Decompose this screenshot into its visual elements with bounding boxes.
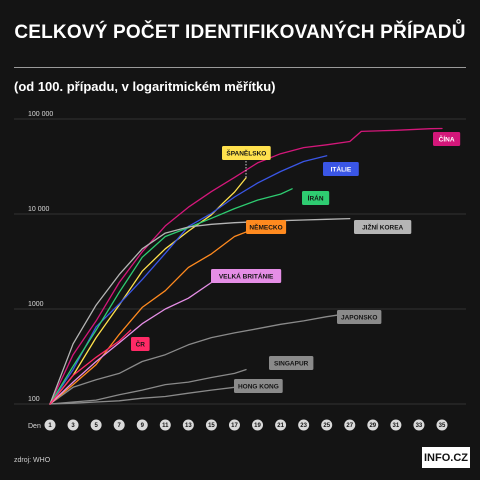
series-label-box xyxy=(131,337,150,351)
series-label: VELKÁ BRITÁNIE xyxy=(219,272,274,281)
title-divider xyxy=(14,67,466,68)
y-tick-label: 1000 xyxy=(28,301,44,308)
series-line xyxy=(49,329,132,405)
x-tick-label: 1 xyxy=(48,423,52,429)
x-tick-marker xyxy=(367,419,379,431)
series-line xyxy=(49,217,351,405)
series-label-box xyxy=(234,379,283,393)
x-tick-marker xyxy=(136,419,148,431)
x-tick-marker xyxy=(390,419,402,431)
x-tick-marker xyxy=(205,419,217,431)
chart-title: CELKOVÝ POČET IDENTIFIKOVANÝCH PŘÍPADŮ xyxy=(14,22,466,43)
source-note: zdroj: WHO xyxy=(14,457,51,464)
y-tick-label: 100 xyxy=(28,396,40,403)
x-tick-marker xyxy=(252,419,264,431)
x-tick-label: 11 xyxy=(162,423,169,429)
series-line xyxy=(49,281,213,405)
x-tick-marker xyxy=(182,419,194,431)
x-tick-label: 21 xyxy=(277,423,284,429)
series-line xyxy=(49,368,247,405)
x-tick-label: 13 xyxy=(185,423,192,429)
x-tick-label: 3 xyxy=(71,423,75,429)
x-axis-label: Den xyxy=(28,423,41,430)
x-tick-label: 31 xyxy=(393,423,400,429)
series-label: JAPONSKO xyxy=(341,315,377,322)
series-line xyxy=(49,221,270,405)
x-tick-label: 29 xyxy=(369,423,376,429)
series-label: ČÍNA xyxy=(439,135,455,144)
series-line xyxy=(49,127,443,405)
x-tick-marker xyxy=(298,419,310,431)
series-label-box xyxy=(433,132,461,146)
series-line xyxy=(49,177,247,405)
x-tick-marker xyxy=(159,419,171,431)
series-label-box xyxy=(323,162,359,176)
series-label: HONG KONG xyxy=(238,384,279,391)
series-label-box xyxy=(211,269,282,283)
x-tick-label: 27 xyxy=(346,423,353,429)
x-tick-label: 7 xyxy=(118,423,122,429)
x-tick-marker xyxy=(67,419,79,431)
series-label: ITÁLIE xyxy=(331,165,352,174)
x-tick-marker xyxy=(344,419,356,431)
x-tick-label: 25 xyxy=(323,423,330,429)
x-tick-label: 17 xyxy=(231,423,238,429)
x-tick-marker xyxy=(413,419,425,431)
series-label-box xyxy=(337,310,382,324)
x-tick-label: 15 xyxy=(208,423,215,429)
series-label: NĚMECKO xyxy=(249,223,282,232)
y-tick-label: 10 000 xyxy=(28,206,50,213)
x-tick-marker xyxy=(228,419,240,431)
series-line xyxy=(49,386,236,405)
x-tick-marker xyxy=(321,419,333,431)
series-label-box xyxy=(269,356,314,370)
chart-subtitle: (od 100. případu, v logaritmickém měřítk… xyxy=(14,79,276,94)
series-label: ŠPANĚLSKO xyxy=(226,149,266,158)
series-label: ÍRÁN xyxy=(308,194,324,203)
x-tick-label: 19 xyxy=(254,423,261,429)
x-tick-marker xyxy=(90,419,102,431)
series-label-box xyxy=(222,146,271,160)
brand-logo: INFO.CZ xyxy=(422,447,470,468)
x-tick-marker xyxy=(44,419,56,431)
series-label: JIŽNÍ KOREA xyxy=(362,223,403,232)
series-label: SINGAPUR xyxy=(274,361,309,368)
x-tick-label: 35 xyxy=(439,423,446,429)
x-tick-label: 23 xyxy=(300,423,307,429)
series-label: ČR xyxy=(136,340,146,349)
series-label-box xyxy=(354,220,412,234)
series-label-box xyxy=(246,220,287,234)
x-tick-label: 5 xyxy=(94,423,98,429)
series-line xyxy=(49,312,351,405)
x-tick-marker xyxy=(436,419,448,431)
x-tick-marker xyxy=(275,419,287,431)
x-tick-label: 9 xyxy=(141,423,145,429)
x-tick-marker xyxy=(113,419,125,431)
x-tick-label: 33 xyxy=(416,423,423,429)
series-line xyxy=(49,188,293,405)
series-label-box xyxy=(302,191,330,205)
y-tick-label: 100 000 xyxy=(28,111,53,118)
